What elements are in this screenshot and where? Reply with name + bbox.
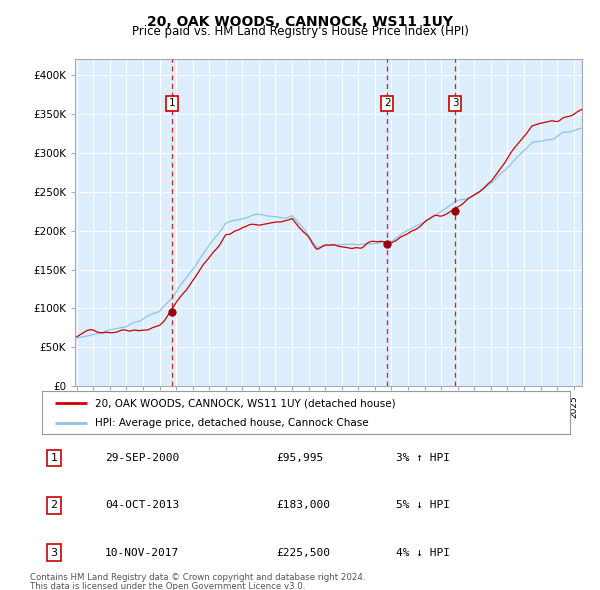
Text: 1: 1	[50, 453, 58, 463]
Text: HPI: Average price, detached house, Cannock Chase: HPI: Average price, detached house, Cann…	[95, 418, 368, 428]
Text: 2: 2	[50, 500, 58, 510]
Text: 04-OCT-2013: 04-OCT-2013	[105, 500, 179, 510]
Text: 3: 3	[50, 548, 58, 558]
Text: 1: 1	[169, 98, 175, 108]
Text: 5% ↓ HPI: 5% ↓ HPI	[396, 500, 450, 510]
Text: 10-NOV-2017: 10-NOV-2017	[105, 548, 179, 558]
Text: £183,000: £183,000	[276, 500, 330, 510]
Text: 3% ↑ HPI: 3% ↑ HPI	[396, 453, 450, 463]
Text: £225,500: £225,500	[276, 548, 330, 558]
Text: 3: 3	[452, 98, 458, 108]
Text: This data is licensed under the Open Government Licence v3.0.: This data is licensed under the Open Gov…	[30, 582, 305, 590]
Text: 20, OAK WOODS, CANNOCK, WS11 1UY (detached house): 20, OAK WOODS, CANNOCK, WS11 1UY (detach…	[95, 398, 395, 408]
Text: £95,995: £95,995	[276, 453, 323, 463]
Text: Price paid vs. HM Land Registry's House Price Index (HPI): Price paid vs. HM Land Registry's House …	[131, 25, 469, 38]
Text: 20, OAK WOODS, CANNOCK, WS11 1UY: 20, OAK WOODS, CANNOCK, WS11 1UY	[147, 15, 453, 29]
Text: 2: 2	[384, 98, 391, 108]
Text: 4% ↓ HPI: 4% ↓ HPI	[396, 548, 450, 558]
Text: Contains HM Land Registry data © Crown copyright and database right 2024.: Contains HM Land Registry data © Crown c…	[30, 573, 365, 582]
Text: 29-SEP-2000: 29-SEP-2000	[105, 453, 179, 463]
